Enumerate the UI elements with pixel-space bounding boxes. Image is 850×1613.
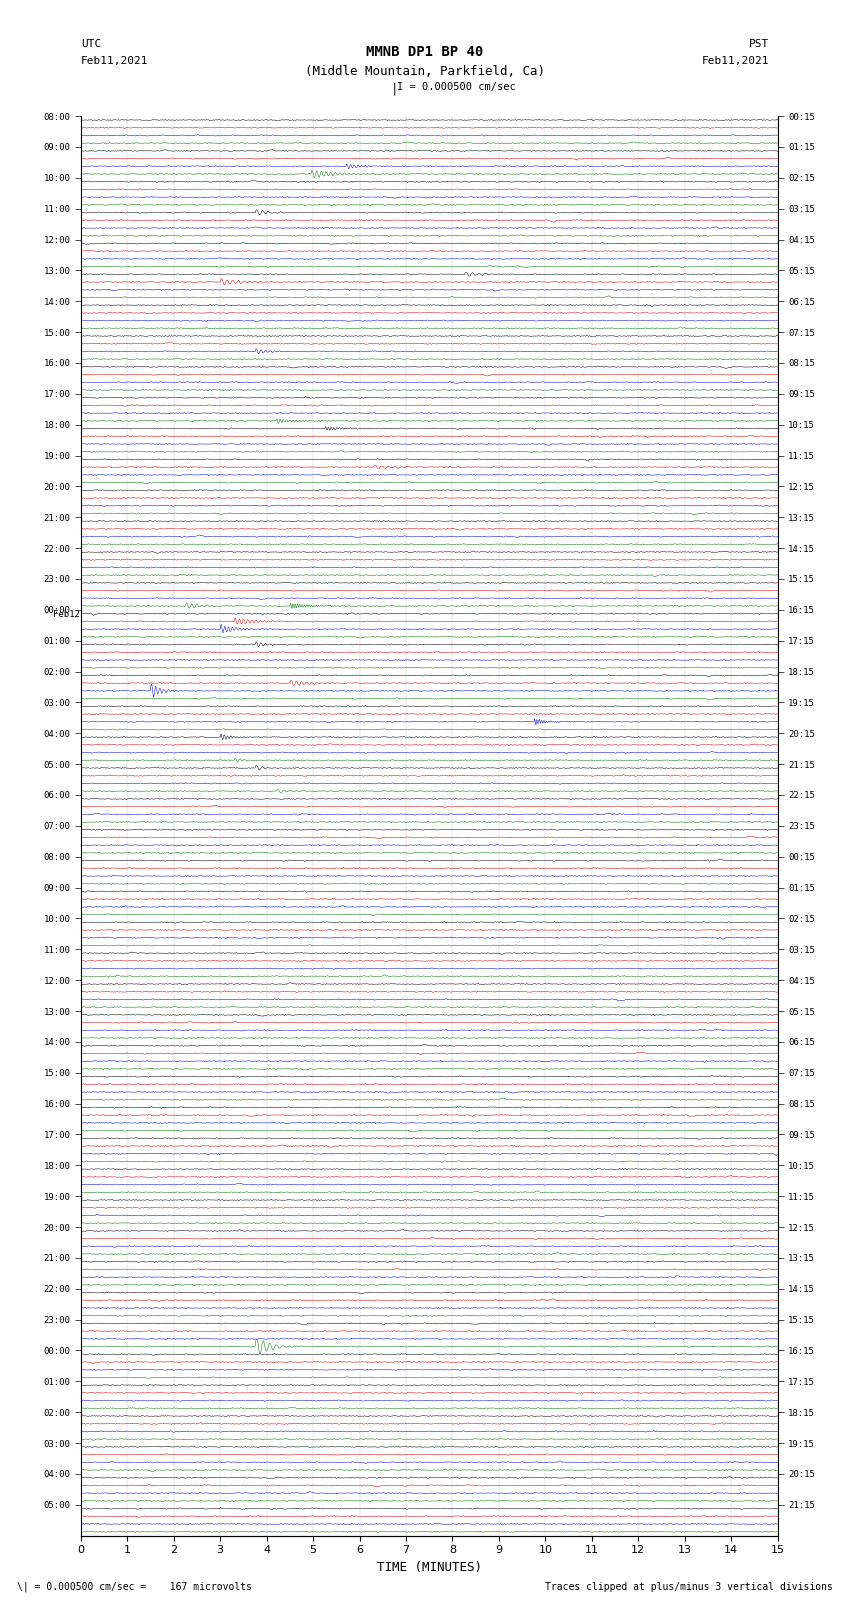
Text: I = 0.000500 cm/sec: I = 0.000500 cm/sec — [397, 82, 516, 92]
Text: Feb12: Feb12 — [54, 610, 80, 619]
Text: |: | — [391, 82, 399, 95]
Text: UTC: UTC — [81, 39, 101, 48]
X-axis label: TIME (MINUTES): TIME (MINUTES) — [377, 1561, 482, 1574]
Text: Feb11,2021: Feb11,2021 — [81, 56, 148, 66]
Text: Feb11,2021: Feb11,2021 — [702, 56, 769, 66]
Text: PST: PST — [749, 39, 769, 48]
Text: MMNB DP1 BP 40: MMNB DP1 BP 40 — [366, 45, 484, 60]
Text: (Middle Mountain, Parkfield, Ca): (Middle Mountain, Parkfield, Ca) — [305, 65, 545, 77]
Text: Traces clipped at plus/minus 3 vertical divisions: Traces clipped at plus/minus 3 vertical … — [545, 1582, 833, 1592]
Text: \| = 0.000500 cm/sec =    167 microvolts: \| = 0.000500 cm/sec = 167 microvolts — [17, 1581, 252, 1592]
